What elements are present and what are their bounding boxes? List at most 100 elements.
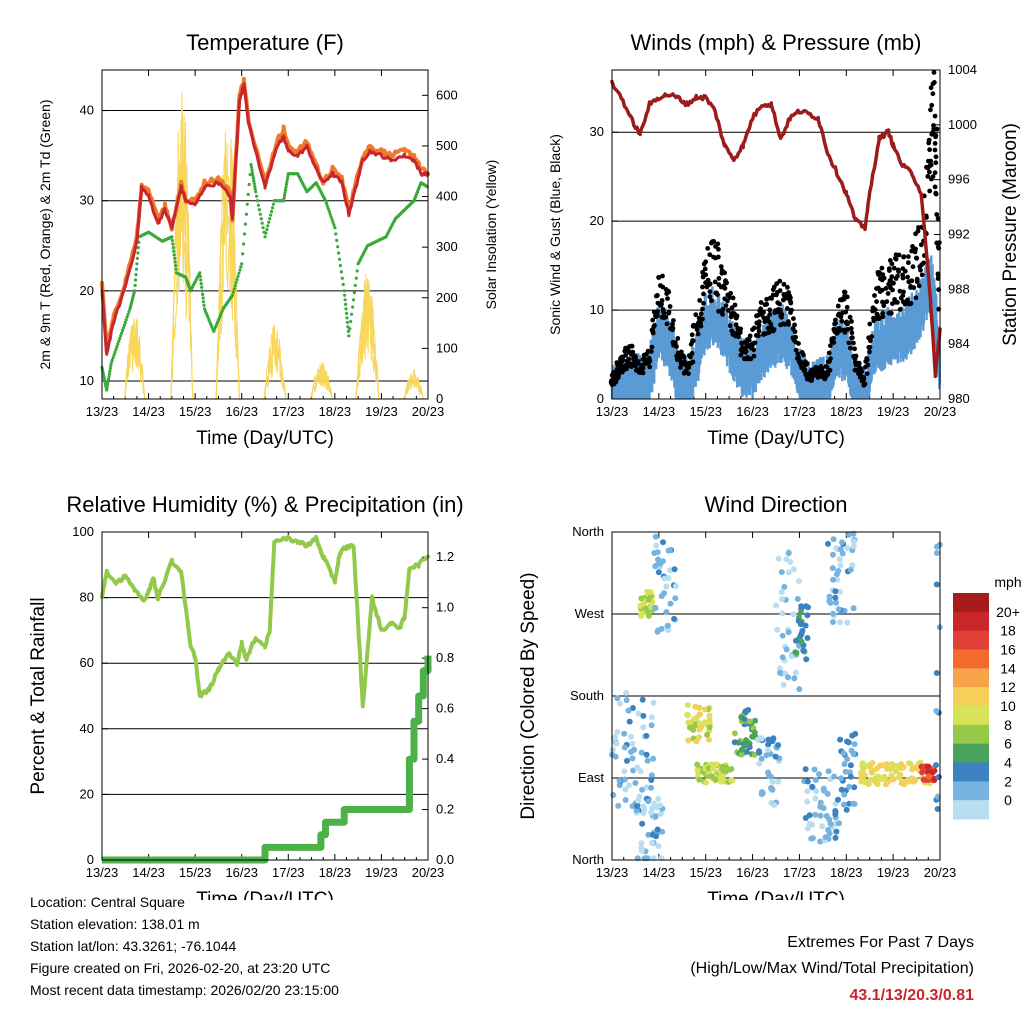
- gust-point: [758, 300, 764, 305]
- gust-point: [872, 307, 878, 312]
- wind-direction-point: [652, 533, 659, 540]
- colorbar-swatch: [953, 668, 989, 688]
- wind-direction-point: [644, 757, 651, 764]
- gust-point: [839, 318, 845, 324]
- wind-direction-point: [644, 608, 651, 615]
- gust-point: [648, 349, 654, 354]
- wind-direction-point: [817, 812, 824, 819]
- wind-direction-point: [652, 604, 658, 611]
- gust-point: [728, 290, 733, 296]
- wind-direction-point: [864, 778, 871, 785]
- dewpoint-point: [269, 209, 274, 214]
- gust-point: [630, 349, 636, 355]
- solar-day: [170, 92, 194, 399]
- gust-point: [693, 312, 699, 318]
- colorbar-swatch: [953, 724, 989, 745]
- gust-point: [853, 353, 859, 359]
- wind-direction-point: [790, 611, 797, 618]
- wind-direction-point: [640, 724, 647, 731]
- dewpoint-point: [113, 350, 117, 354]
- gust-point: [891, 265, 897, 271]
- wind-direction-point: [706, 724, 713, 731]
- gust-point: [711, 239, 717, 244]
- wind-direction-point: [830, 551, 836, 558]
- gust-point: [659, 298, 665, 303]
- dewpoint-point: [243, 222, 247, 226]
- winds-x-tick-label: 17/23: [783, 404, 816, 419]
- wind-direction-point: [639, 696, 646, 703]
- gust-point: [866, 345, 872, 350]
- dewpoint-point: [252, 179, 256, 183]
- gust-point: [911, 285, 917, 291]
- total-precipitation-line: [102, 655, 432, 864]
- dewpoint-point: [242, 242, 246, 246]
- wind-direction-point: [626, 718, 633, 725]
- dewpoint-point: [250, 168, 254, 172]
- gust-point: [666, 310, 672, 316]
- gust-point: [738, 326, 744, 332]
- gust-point: [886, 266, 892, 271]
- dewpoint-point: [248, 173, 252, 177]
- wind-direction-point: [776, 665, 783, 672]
- wind-direction-point: [887, 766, 894, 773]
- dewpoint-point: [342, 289, 346, 293]
- dewpoint-point: [200, 289, 204, 293]
- gust-point: [777, 278, 783, 284]
- wind-direction-point: [792, 669, 799, 676]
- dewpoint-point: [253, 187, 257, 191]
- wind-direction-point: [844, 545, 851, 551]
- wind-direction-point: [839, 539, 845, 546]
- wind-direction-point: [609, 746, 616, 753]
- dewpoint-point: [127, 310, 131, 314]
- gust-point: [756, 322, 762, 328]
- gust-point: [633, 355, 638, 360]
- gust-point: [851, 340, 856, 346]
- gust-point: [664, 321, 670, 327]
- gust-point: [618, 364, 624, 370]
- gust-point: [842, 289, 848, 295]
- wind-direction-point: [775, 778, 782, 785]
- rh-x-tick-label: 16/23: [225, 865, 258, 880]
- dewpoint-point: [283, 188, 288, 192]
- colorbar-label: 18: [1000, 623, 1016, 639]
- rh-x-tick-label: 13/23: [86, 865, 119, 880]
- gust-point: [650, 317, 656, 323]
- gust-point: [931, 123, 936, 128]
- gust-point: [744, 356, 750, 362]
- wind-direction-point: [838, 775, 845, 782]
- dewpoint-point: [122, 323, 126, 327]
- dewpoint-point: [253, 184, 257, 188]
- wind-direction-point: [851, 800, 858, 807]
- dewpoint-point: [323, 199, 328, 203]
- wind-direction-point: [819, 823, 826, 830]
- dewpoint-point: [119, 334, 123, 338]
- wind-direction-point: [696, 704, 703, 711]
- colorbar-title: mph: [994, 574, 1021, 590]
- winds-x-tick-label: 16/23: [736, 404, 769, 419]
- gust-point: [655, 309, 660, 314]
- wind-direction-point: [809, 783, 816, 790]
- dewpoint-point: [174, 267, 178, 271]
- gust-point: [932, 141, 938, 146]
- wind-direction-point: [831, 773, 838, 780]
- gust-point: [900, 272, 905, 278]
- gust-point: [880, 314, 886, 320]
- gust-point: [705, 277, 711, 283]
- gust-point: [793, 334, 798, 340]
- wind-direction-point: [635, 710, 642, 717]
- colorbar-label: 6: [1004, 736, 1012, 752]
- gust-point: [826, 350, 832, 356]
- gust-point: [930, 81, 936, 87]
- dewpoint-point: [283, 193, 287, 197]
- dewpoint-point: [325, 204, 329, 208]
- wind-direction-point: [643, 732, 650, 739]
- extremes-values: 43.1/13/20.3/0.81: [849, 987, 974, 1004]
- gust-point: [919, 272, 925, 278]
- solar-day: [403, 369, 424, 399]
- gust-point: [838, 314, 844, 320]
- dewpoint-point: [105, 385, 109, 389]
- gust-point: [928, 158, 934, 164]
- gust-point: [910, 264, 916, 270]
- wind-direction-point: [660, 539, 666, 546]
- wind-direction-point: [769, 778, 776, 785]
